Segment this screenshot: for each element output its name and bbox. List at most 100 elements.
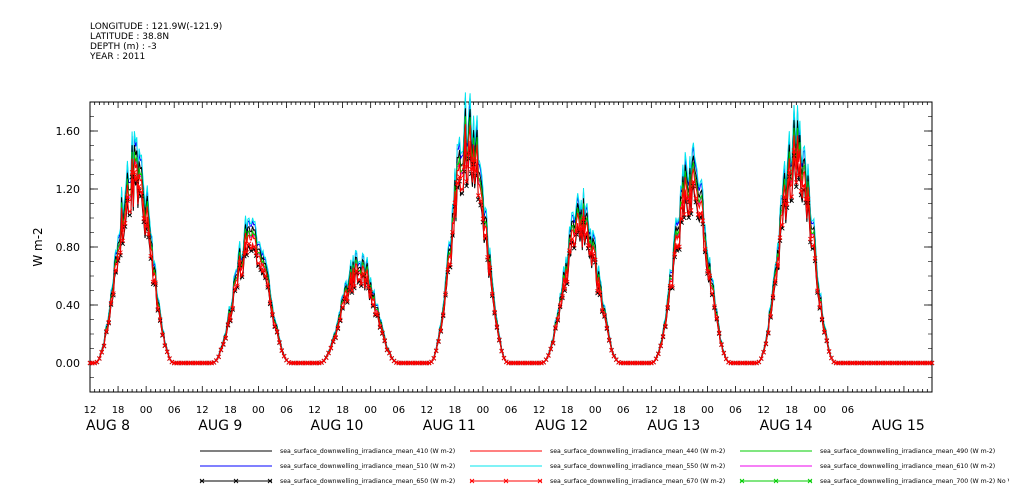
series-marker bbox=[377, 324, 383, 330]
x-tick-label: 18 bbox=[224, 405, 237, 416]
x-tick-label: 06 bbox=[729, 405, 742, 416]
series-marker bbox=[265, 283, 271, 288]
series-marker bbox=[604, 325, 610, 331]
series-marker bbox=[232, 286, 238, 292]
series-marker bbox=[366, 284, 371, 289]
x-tick-label: 12 bbox=[196, 405, 209, 416]
series-marker bbox=[765, 330, 771, 335]
series-marker bbox=[684, 195, 689, 201]
series-marker bbox=[349, 288, 355, 294]
series-marker bbox=[754, 360, 759, 366]
series-marker bbox=[454, 180, 460, 186]
series-marker bbox=[223, 335, 228, 341]
series-line bbox=[90, 108, 932, 364]
series-marker bbox=[606, 337, 612, 343]
series-marker bbox=[340, 304, 345, 310]
series-marker bbox=[230, 305, 235, 311]
series-marker bbox=[270, 311, 275, 317]
series-marker bbox=[122, 220, 128, 226]
series-marker bbox=[384, 347, 390, 353]
series-marker bbox=[501, 355, 507, 361]
series-marker bbox=[457, 174, 462, 180]
series-marker bbox=[354, 268, 359, 274]
series-marker bbox=[475, 193, 481, 198]
series-marker bbox=[763, 341, 769, 346]
series-marker bbox=[358, 283, 364, 289]
series-marker bbox=[660, 333, 666, 339]
series-marker bbox=[349, 290, 355, 295]
series-marker bbox=[789, 198, 794, 204]
series-marker bbox=[167, 356, 172, 361]
series-marker bbox=[260, 268, 266, 273]
series-marker bbox=[756, 359, 762, 365]
series-marker bbox=[768, 314, 773, 319]
series-marker bbox=[658, 343, 664, 348]
series-marker bbox=[578, 226, 584, 232]
x-day-label: AUG 11 bbox=[423, 418, 476, 434]
series-marker bbox=[480, 216, 486, 222]
series-marker bbox=[213, 358, 219, 363]
x-tick-label: 12 bbox=[757, 405, 770, 416]
x-tick-label: 00 bbox=[589, 405, 602, 416]
series-marker bbox=[160, 332, 165, 338]
legend-marker bbox=[199, 478, 205, 484]
series-marker bbox=[812, 256, 818, 261]
series-marker bbox=[779, 222, 785, 228]
series-marker bbox=[237, 260, 243, 265]
series-marker bbox=[815, 288, 820, 294]
series-marker bbox=[590, 251, 596, 256]
series-marker bbox=[557, 303, 563, 308]
series-marker bbox=[555, 316, 561, 322]
series-marker bbox=[466, 151, 472, 156]
series-marker bbox=[611, 353, 617, 359]
series-marker bbox=[433, 348, 439, 354]
chart-legend: sea_surface_downwelling_irradiance_mean_… bbox=[199, 448, 1009, 485]
series-marker bbox=[431, 355, 437, 361]
series-marker bbox=[370, 302, 376, 308]
series-marker bbox=[267, 300, 273, 305]
longitude-text: LONGITUDE : 121.9W(-121.9) bbox=[90, 22, 223, 32]
x-tick-label: 00 bbox=[477, 405, 490, 416]
x-tick-label: 12 bbox=[84, 405, 97, 416]
series-marker bbox=[235, 283, 240, 288]
series-marker bbox=[805, 196, 811, 202]
series-marker bbox=[609, 347, 614, 353]
series-line bbox=[90, 92, 932, 364]
legend-marker bbox=[503, 478, 509, 484]
series-marker bbox=[134, 174, 140, 180]
series-marker bbox=[447, 262, 453, 268]
series-marker bbox=[801, 183, 806, 189]
legend-label: sea_surface_downwelling_irradiance_mean_… bbox=[820, 463, 995, 470]
series-marker bbox=[115, 255, 121, 261]
x-day-label: AUG 9 bbox=[198, 418, 242, 434]
series-marker bbox=[153, 280, 158, 285]
series-marker bbox=[721, 350, 727, 356]
series-marker bbox=[698, 211, 703, 216]
series-marker bbox=[344, 298, 350, 304]
series-marker bbox=[653, 356, 659, 362]
series-marker bbox=[249, 245, 254, 251]
legend-marker bbox=[807, 478, 813, 484]
series-marker bbox=[677, 244, 682, 250]
series-marker bbox=[592, 257, 598, 263]
series-marker bbox=[335, 325, 341, 331]
series-marker bbox=[672, 252, 678, 257]
series-marker bbox=[663, 323, 668, 329]
x-tick-label: 06 bbox=[168, 405, 181, 416]
series-marker bbox=[784, 201, 790, 207]
series-marker bbox=[712, 304, 717, 309]
series-marker bbox=[157, 317, 163, 322]
series-marker bbox=[113, 267, 119, 273]
series-marker bbox=[822, 329, 827, 335]
series-marker bbox=[104, 329, 109, 334]
series-marker bbox=[546, 353, 551, 358]
series-marker bbox=[482, 232, 488, 238]
series-marker bbox=[326, 350, 331, 356]
series-marker bbox=[700, 218, 706, 224]
series-marker bbox=[106, 319, 112, 325]
series-marker bbox=[146, 231, 151, 237]
series-marker bbox=[564, 279, 570, 285]
series-marker bbox=[218, 347, 224, 353]
series-marker bbox=[550, 340, 556, 346]
series-marker bbox=[108, 300, 114, 306]
